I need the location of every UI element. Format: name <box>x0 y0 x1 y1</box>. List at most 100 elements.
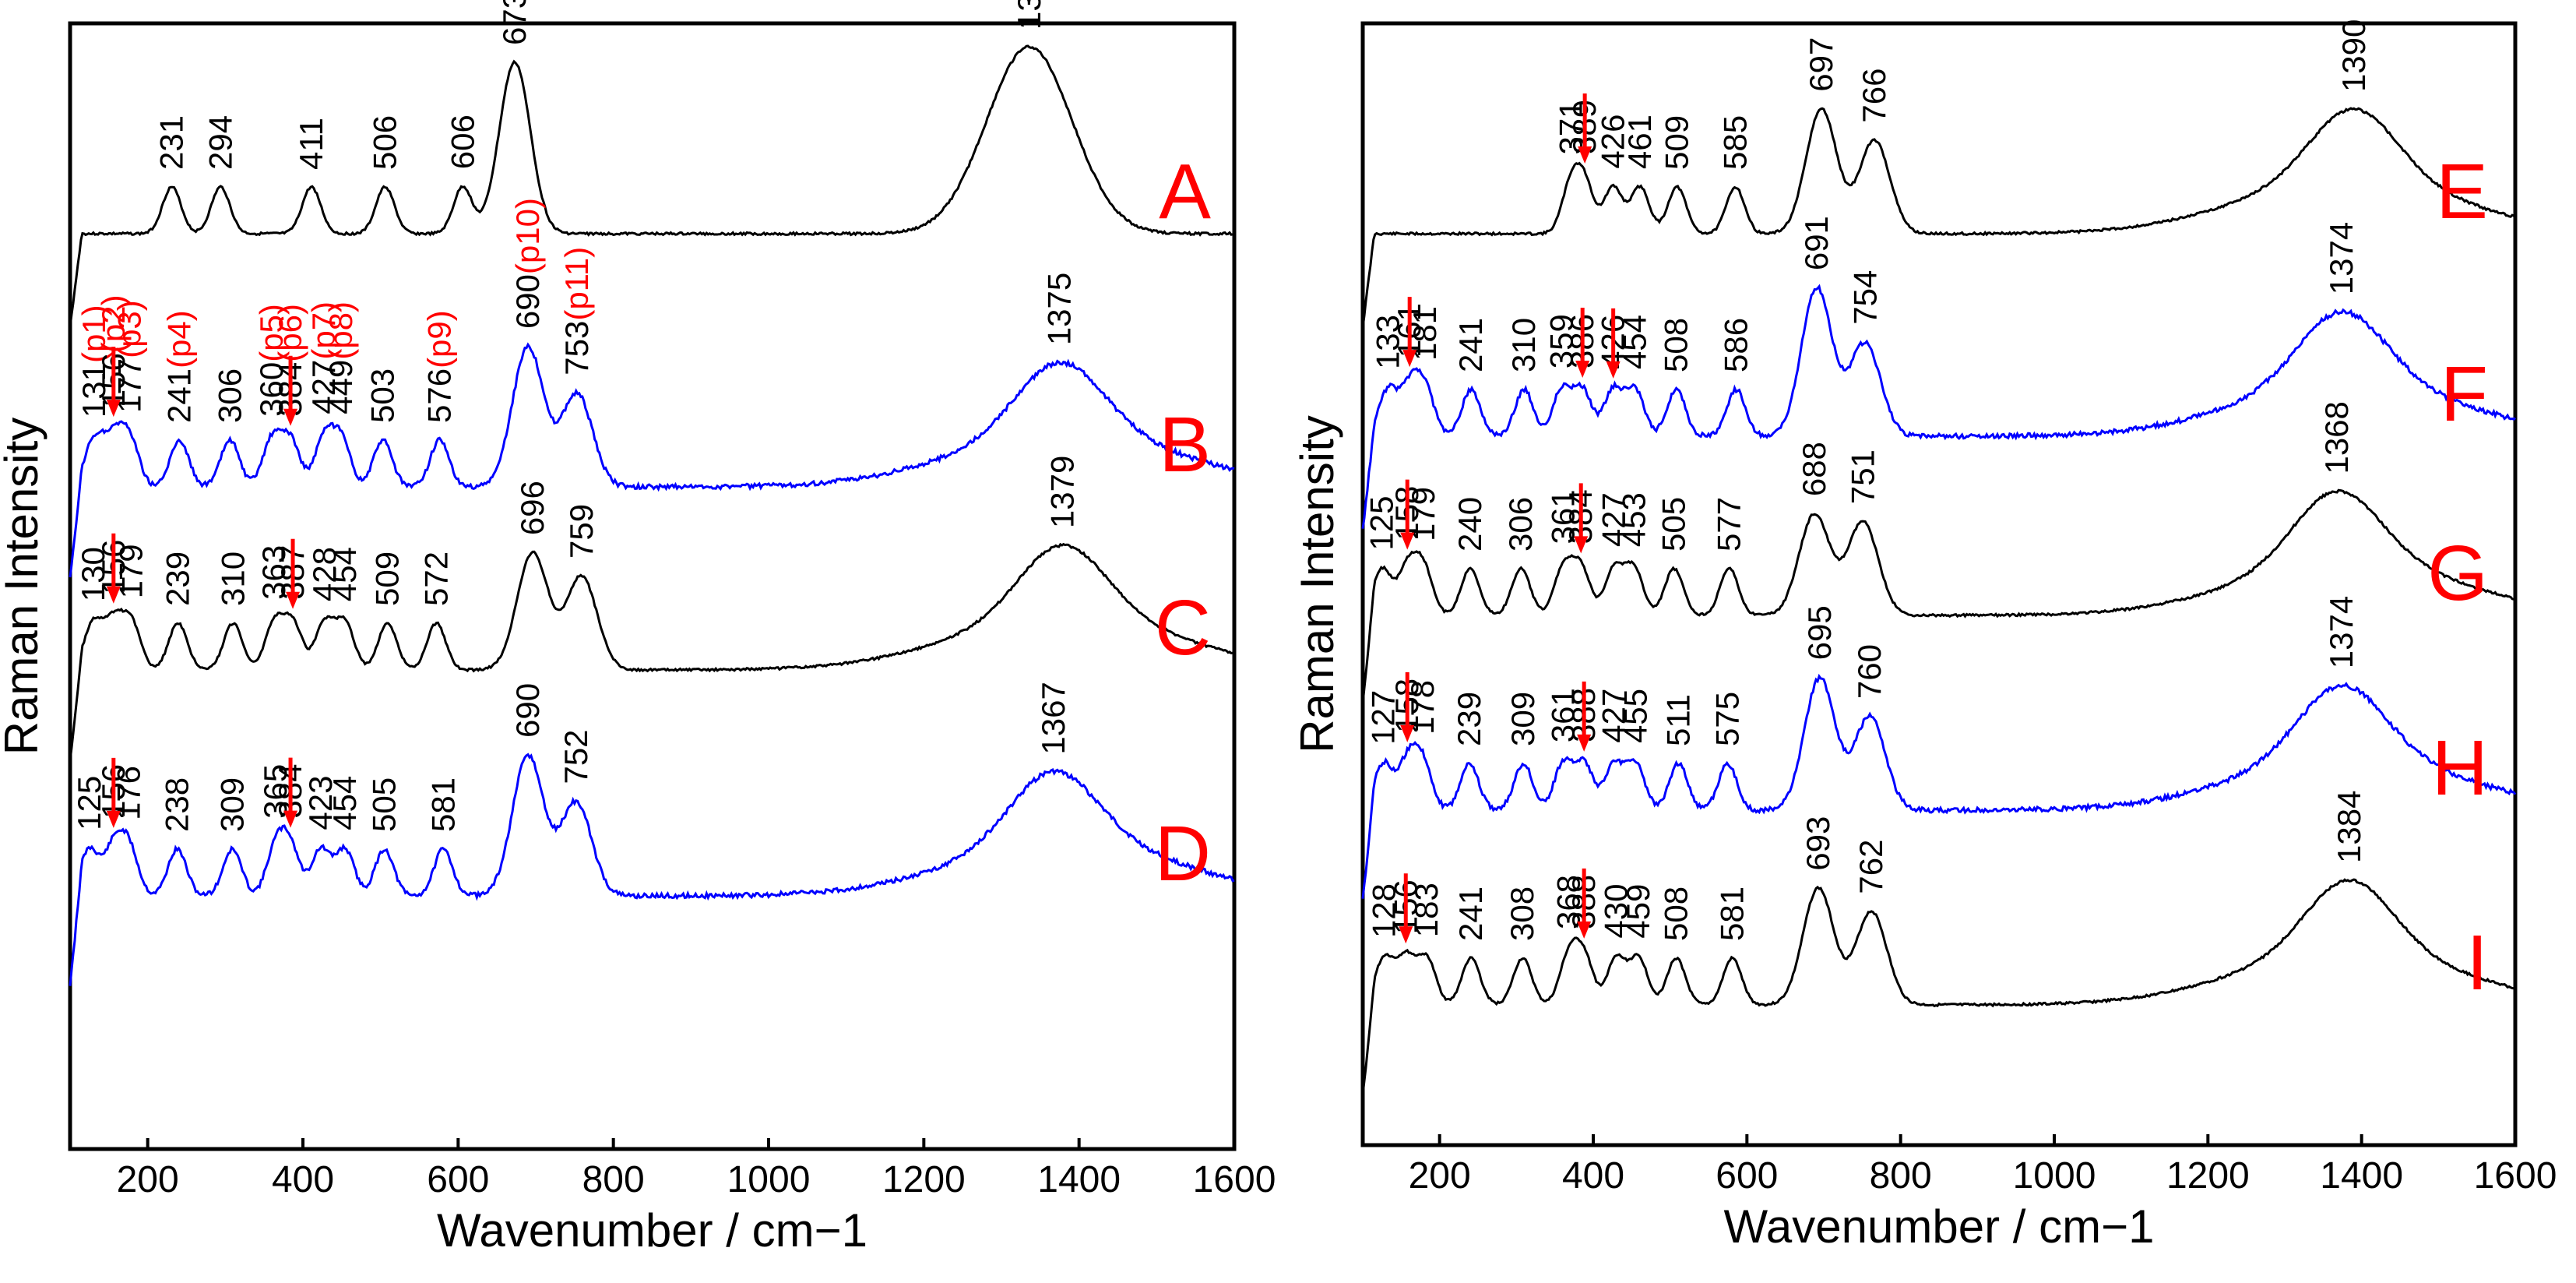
x-tick-label: 800 <box>582 1159 645 1200</box>
peak-label: 759 <box>563 504 600 559</box>
peak-label: 1379 <box>1044 456 1081 528</box>
peak-label: 306 <box>211 368 248 423</box>
peak-label: 363 <box>255 545 292 600</box>
peak-label: 426 <box>1595 115 1631 169</box>
peak-label: 231 <box>153 115 190 170</box>
red-arrow-head <box>1400 532 1415 550</box>
peak-label: 241 <box>1452 886 1489 941</box>
peak-label: 1374 <box>2323 222 2360 294</box>
plot-frame <box>68 21 1237 1151</box>
red-arrow-head <box>1574 536 1589 554</box>
red-arrow-head <box>1578 146 1592 164</box>
peak-label: 183 <box>1408 883 1445 937</box>
peak-label: 690 <box>509 683 546 738</box>
peak-label: 606 <box>444 115 480 169</box>
peak-label: 511 <box>1660 694 1697 746</box>
peak-label: 427 <box>1596 492 1632 547</box>
x-tick-label: 1600 <box>1193 1159 1276 1200</box>
peak-label: 294 <box>202 115 238 170</box>
peak-label: 586 <box>1718 318 1754 372</box>
peak-label: 503 <box>364 368 401 423</box>
peak-label: 179 <box>1405 487 1441 541</box>
series-letter-B: B <box>1159 401 1211 488</box>
red-arrow-head <box>1575 360 1590 378</box>
peak-label: 239 <box>160 552 196 606</box>
peak-label: 130 <box>75 547 111 601</box>
x-tick-label: 200 <box>117 1159 179 1200</box>
red-arrow-head <box>283 408 298 426</box>
peak-label: 455 <box>1617 689 1653 743</box>
peak-tag: (p11) <box>558 247 595 321</box>
peak-label: 125 <box>1364 496 1400 551</box>
x-tick-label: 1400 <box>2320 1155 2403 1197</box>
peak-label: 505 <box>1656 497 1692 552</box>
x-tick-label: 600 <box>1716 1155 1778 1197</box>
peak-label: 306 <box>1502 497 1539 552</box>
red-arrow-head <box>1400 724 1415 742</box>
peak-label: 693 <box>1800 816 1836 871</box>
spectrum-line-H <box>1361 673 2517 899</box>
peak-tag: (p2) <box>95 294 132 353</box>
series-letter-A: A <box>1159 148 1211 235</box>
peak-label: 461 <box>1621 115 1658 169</box>
x-tick-label: 600 <box>427 1159 489 1200</box>
peak-label: 1384 <box>2331 791 2367 863</box>
peak-label: 365 <box>257 764 294 819</box>
peak-label: 368 <box>1550 875 1586 929</box>
x-tick-label: 800 <box>1870 1155 1932 1197</box>
x-tick-label: 400 <box>272 1159 334 1200</box>
peak-label: 453 <box>1615 492 1652 547</box>
peak-label: 128 <box>1366 883 1402 938</box>
peak-label: 156(p2) <box>95 294 132 407</box>
plot-frame <box>1360 21 2518 1147</box>
x-tick-label: 1000 <box>727 1159 811 1200</box>
peak-label: 423 <box>302 775 339 830</box>
red-arrow-head <box>1577 734 1592 752</box>
x-tick-label: 1200 <box>882 1159 966 1200</box>
peak-tag: (p9) <box>421 310 457 368</box>
peak-label: 127 <box>1365 690 1402 745</box>
peak-tag: (p5) <box>253 304 290 362</box>
peak-label: 427 <box>1596 689 1632 743</box>
peak-label: 240 <box>1452 497 1488 552</box>
peak-label: 309 <box>213 777 250 832</box>
peak-label: 241 <box>1452 318 1489 372</box>
peak-label: 508 <box>1658 318 1694 372</box>
peak-label: 1336 <box>1011 0 1047 30</box>
spectrum-line-F <box>1361 284 2517 529</box>
peak-label: 310 <box>1505 318 1542 372</box>
peak-tag: (p7) <box>305 301 342 360</box>
peak-label: 1367 <box>1035 682 1072 754</box>
red-arrow-head <box>283 810 298 828</box>
peak-label: 454 <box>326 547 363 601</box>
peak-label: 427(p7) <box>305 301 342 414</box>
x-tick-label: 200 <box>1409 1155 1471 1197</box>
peak-label: 1375 <box>1041 273 1078 345</box>
peak-label: 760 <box>1851 644 1888 699</box>
red-arrow-head <box>106 586 121 604</box>
peak-label: 1390 <box>2335 19 2372 92</box>
spectrum-line-B <box>69 342 1235 578</box>
peak-label: 505 <box>366 777 403 832</box>
peak-label: 454 <box>326 776 363 830</box>
series-letter-G: G <box>2427 530 2488 617</box>
peak-label: 508 <box>1658 886 1694 941</box>
peak-label: 449(p8) <box>322 301 359 414</box>
peak-label: 359 <box>1543 314 1580 368</box>
x-axis-title: Wavenumber / cm−1 <box>1724 1200 2155 1253</box>
x-tick-label: 1600 <box>2474 1155 2557 1197</box>
peak-label: 691 <box>1798 216 1835 270</box>
peak-label: 572 <box>417 552 454 606</box>
peak-label: 1368 <box>2318 401 2355 474</box>
red-arrow-head <box>1577 921 1592 939</box>
peak-label: 751 <box>1844 449 1881 504</box>
peak-label: 509 <box>369 552 406 606</box>
peak-label: 576(p9) <box>421 310 457 423</box>
left-panel: 200 400 600 800 1000 1200 1400 1600 Wavenumber /… <box>0 0 1276 1257</box>
y-axis-title: Raman Intensity <box>0 418 48 756</box>
spectrum-line-A <box>69 44 1235 327</box>
peak-label: 308 <box>1504 886 1540 941</box>
peak-label: 238 <box>159 777 195 832</box>
series-letter-H: H <box>2432 724 2488 812</box>
